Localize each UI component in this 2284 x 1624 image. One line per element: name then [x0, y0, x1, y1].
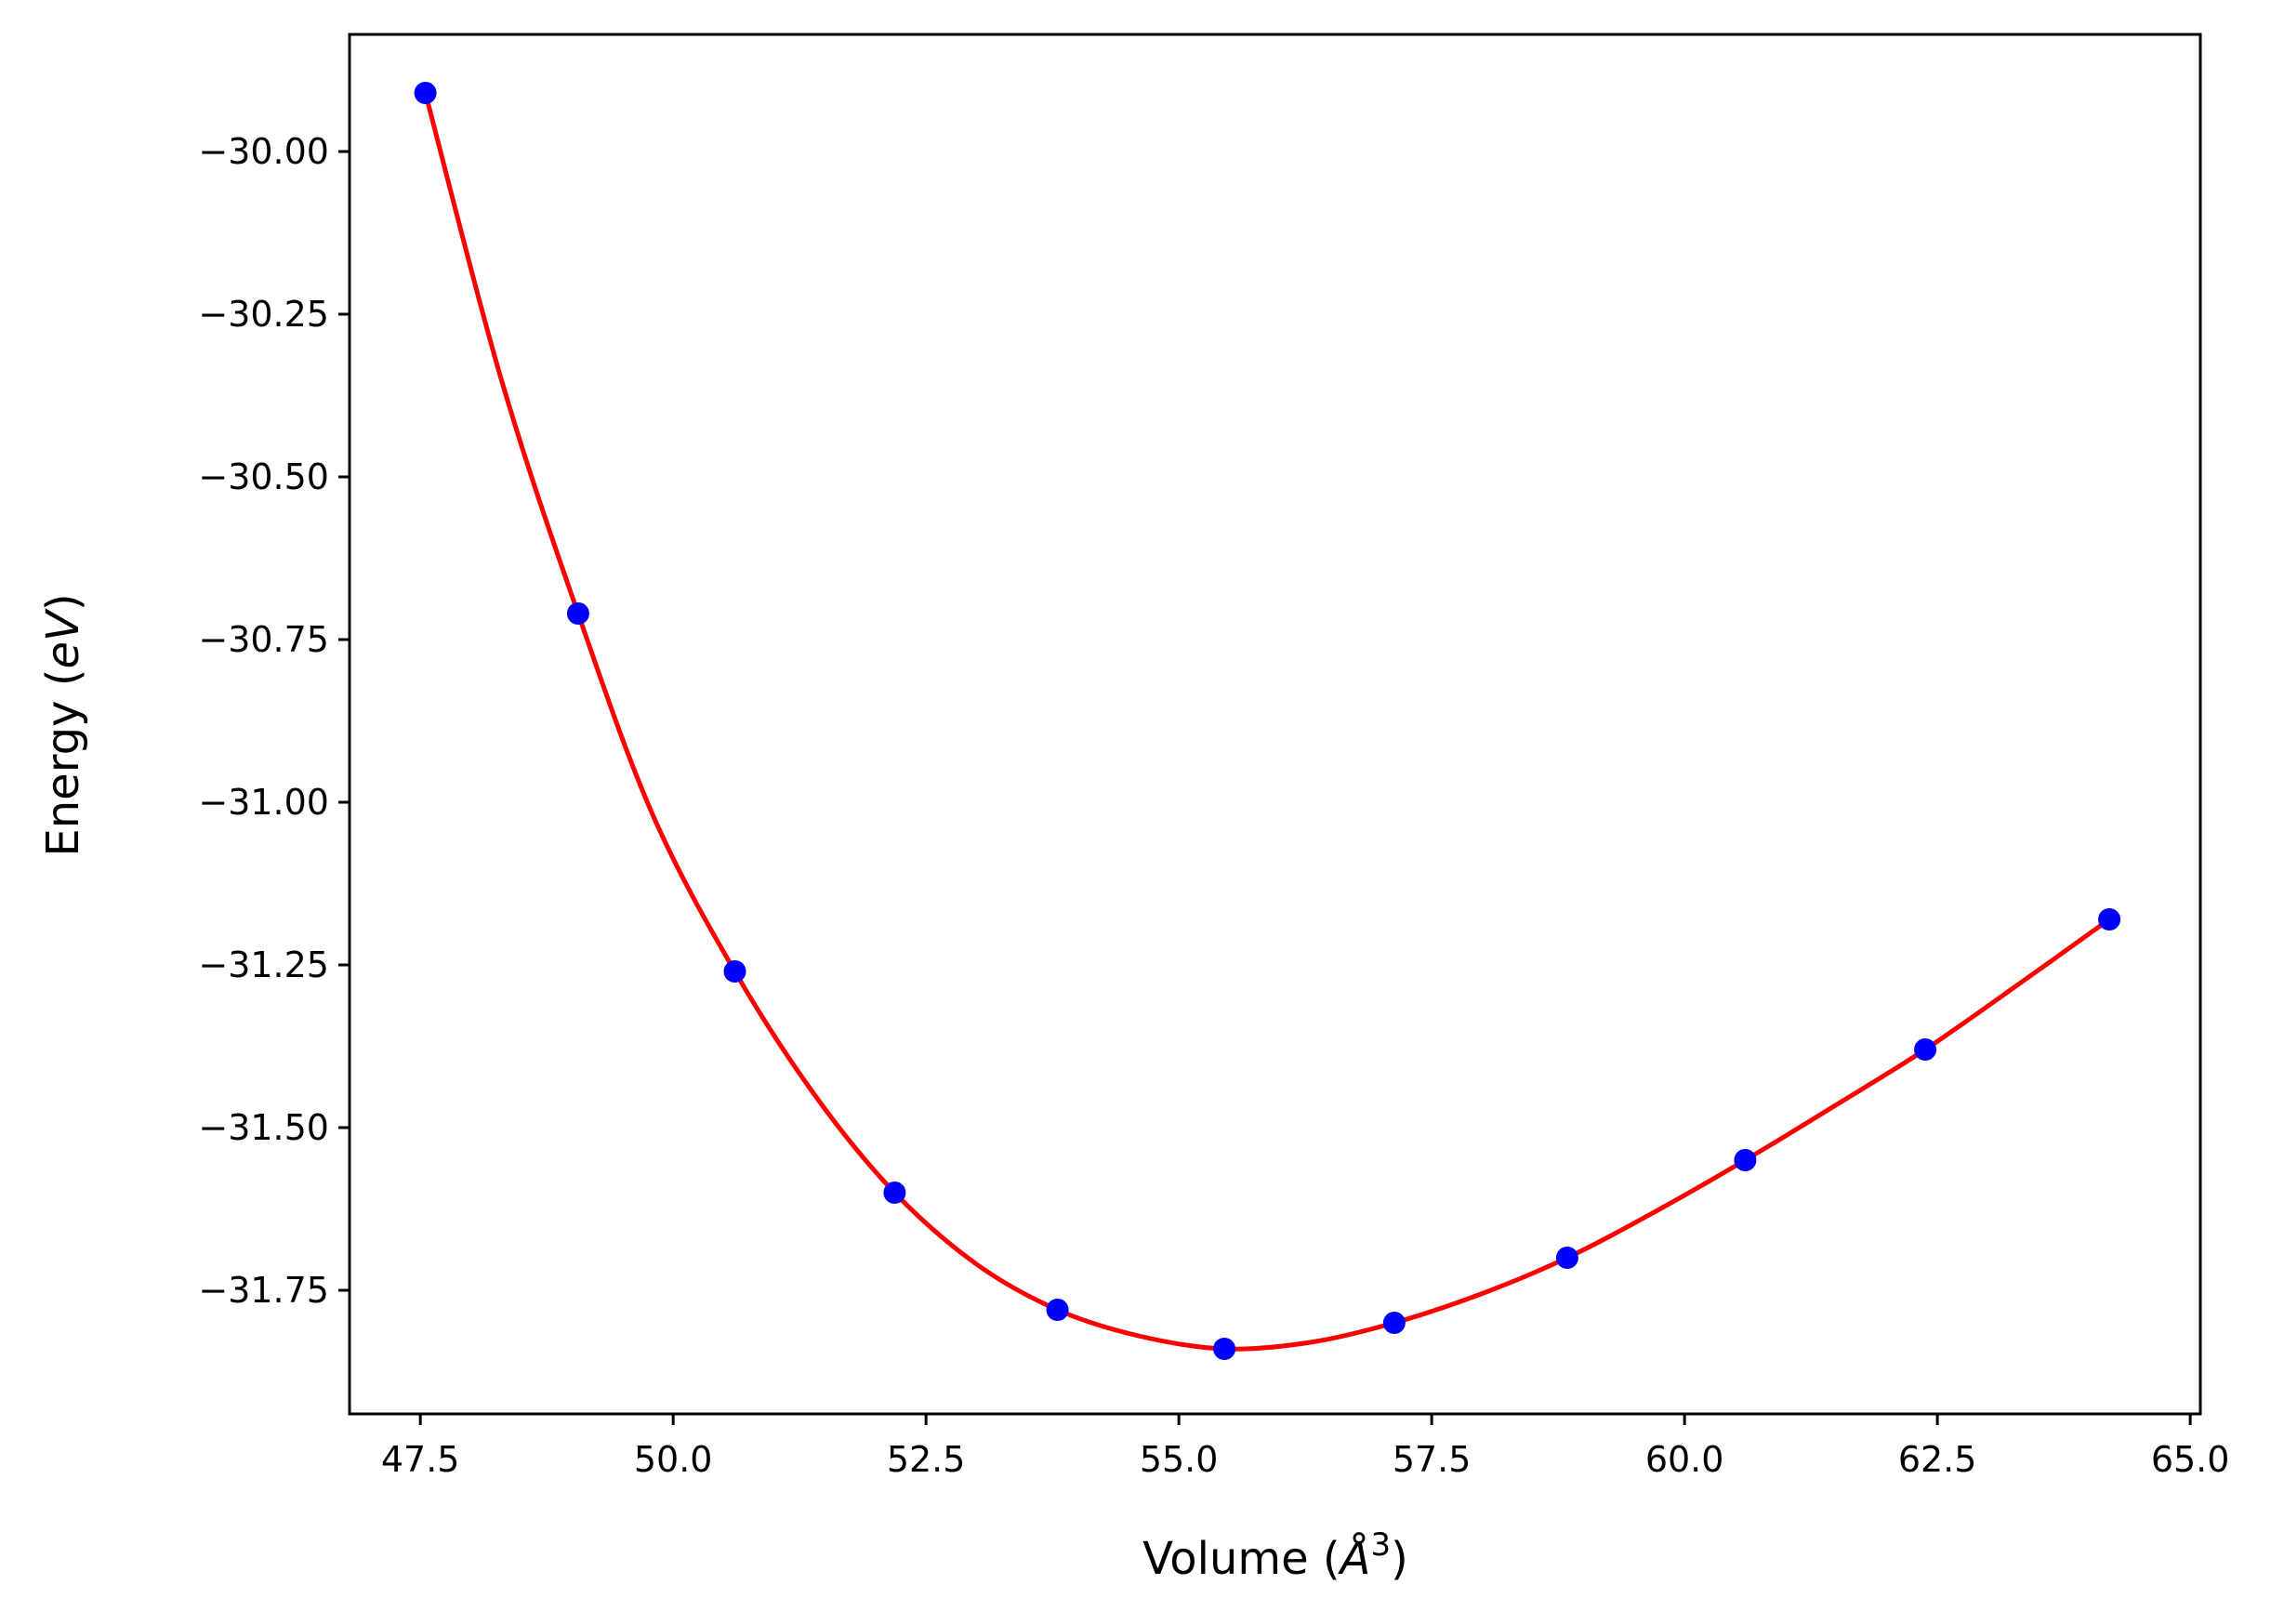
y-tick-label: −31.00 [198, 782, 329, 823]
x-tick-label: 62.5 [1898, 1439, 1977, 1480]
data-point [566, 602, 589, 625]
x-tick-label: 57.5 [1393, 1439, 1472, 1480]
data-point [414, 82, 437, 104]
data-point [1382, 1312, 1406, 1334]
x-tick-label: 50.0 [634, 1439, 713, 1480]
x-tick-label: 60.0 [1645, 1439, 1724, 1480]
x-tick-label: 52.5 [887, 1439, 966, 1480]
y-tick-label: −30.25 [198, 294, 329, 335]
data-point [1734, 1149, 1757, 1171]
data-point [1555, 1247, 1578, 1269]
x-tick-label: 47.5 [381, 1439, 460, 1480]
y-tick-label: −31.50 [198, 1107, 329, 1148]
data-point [1046, 1299, 1069, 1321]
y-tick-label: −30.50 [198, 456, 329, 497]
x-tick-label: 55.0 [1140, 1439, 1219, 1480]
y-tick-label: −31.75 [198, 1270, 329, 1311]
x-axis-ticks: 47.5 50.0 52.5 55.0 57.5 60.0 62.5 65.0 [381, 1414, 2230, 1480]
data-point [1914, 1038, 1937, 1061]
plot-frame [348, 33, 2202, 1416]
fit-curve-layer [423, 92, 2111, 1352]
y-axis-label: Energy (eV) [37, 593, 89, 856]
data-points-layer [414, 82, 2121, 1360]
fit-curve-line [423, 92, 2111, 1352]
y-tick-label: −30.00 [198, 131, 329, 172]
x-tick-label: 65.0 [2151, 1439, 2230, 1480]
data-point [883, 1182, 906, 1204]
y-tick-label: −31.25 [198, 944, 329, 985]
y-tick-label: −30.75 [198, 619, 329, 660]
x-axis-label: Volume (Å3) [1142, 1526, 1408, 1585]
data-point [2098, 908, 2121, 931]
data-point [1213, 1338, 1236, 1360]
data-point [723, 960, 746, 983]
y-axis-ticks: −30.00 −30.25 −30.50 −30.75 −31.00 −31.25 −31.… [198, 131, 350, 1311]
